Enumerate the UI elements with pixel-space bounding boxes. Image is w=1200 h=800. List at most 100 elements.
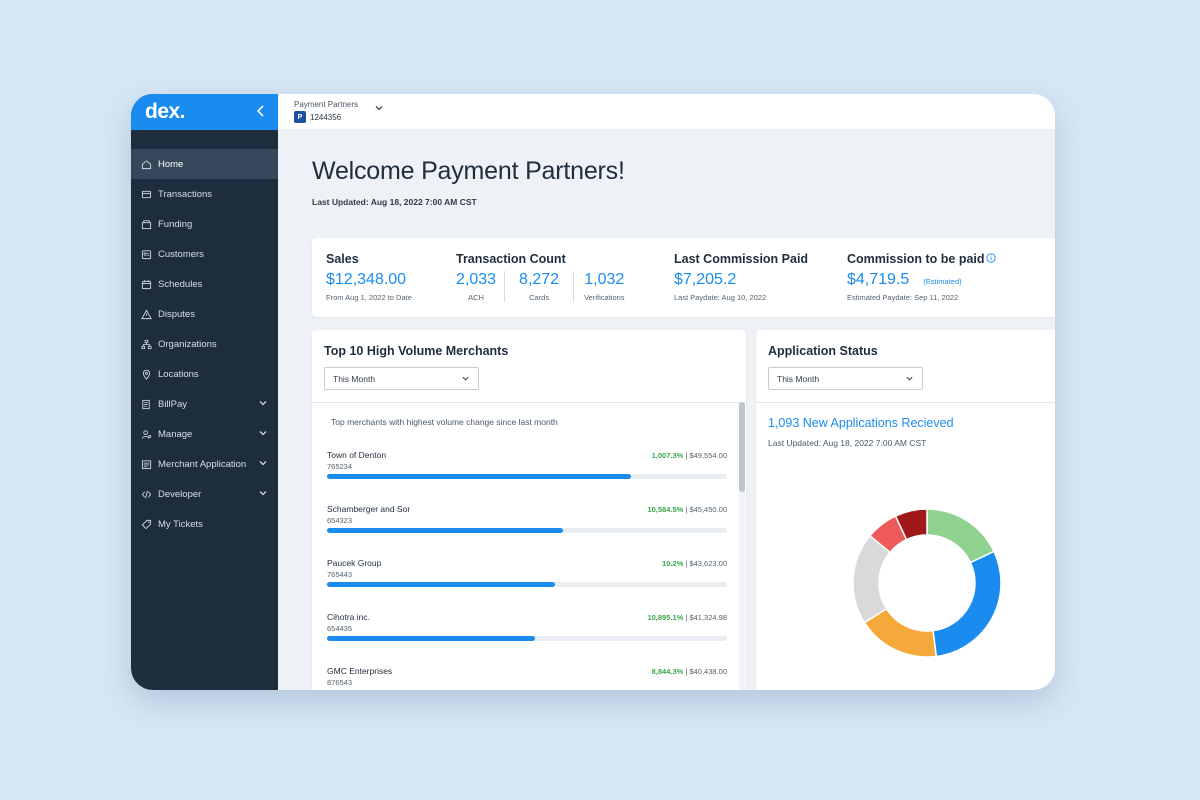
sales-value: $12,348.00 — [326, 271, 407, 288]
merchant-name: Schamberger and Sor — [327, 504, 411, 514]
chevron-down-icon[interactable] — [374, 100, 384, 118]
merchant-row[interactable]: Cihotra inc. 654435 10,895.1% | $41,324.98 — [327, 612, 727, 666]
last-commission-value: $7,205.2 — [674, 271, 737, 288]
sidebar: dex. Home Transactions Funding Customers Sch… — [131, 94, 278, 690]
chevron-down-icon — [258, 398, 268, 411]
chevron-down-icon — [258, 428, 268, 441]
ach-count-value: 2,033 — [456, 271, 497, 288]
cards-count-value: 8,272 — [519, 271, 560, 288]
sales-stat: Sales $12,348.00 From Aug 1, 2022 to Dat… — [326, 252, 412, 302]
merchant-metric: 10,584.5% | $45,450.00 — [647, 505, 727, 514]
new-applications-headline[interactable]: 1,093 New Applications Recieved — [768, 416, 954, 430]
sidebar-item-transactions[interactable]: Transactions — [131, 179, 278, 209]
sidebar-item-disputes[interactable]: Disputes — [131, 299, 278, 329]
sidebar-item-customers[interactable]: Customers — [131, 239, 278, 269]
merchant-name: Town of Denton — [327, 450, 387, 460]
metric-separator: | — [683, 667, 690, 676]
merchant-name: GMC Enterprises — [327, 666, 393, 676]
estimated-label: (Estimated) — [923, 277, 962, 286]
merchant-id: 654435 — [327, 624, 353, 633]
sidebar-item-merchant-application[interactable]: Merchant Application — [131, 449, 278, 479]
merchant-volume-change: 10,895.1% — [647, 613, 684, 622]
sidebar-item-billpay[interactable]: BillPay — [131, 389, 278, 419]
merchant-row[interactable]: Town of Denton 765234 1,007.3% | $49,554.0… — [327, 450, 727, 504]
sidebar-item-developer[interactable]: Developer — [131, 479, 278, 509]
merchant-volume-change: 1,007.3% — [651, 451, 684, 460]
merchant-amount: $49,554.00 — [689, 451, 727, 460]
commission-to-pay-subtext: Estimated Paydate: Sep 11, 2022 — [847, 293, 959, 302]
metric-separator: | — [683, 559, 690, 568]
sidebar-item-organizations[interactable]: Organizations — [131, 329, 278, 359]
ach-count: 2,033 ACH — [456, 271, 506, 302]
merchant-row[interactable]: GMC Enterprises 876543 8,844.3% | $40,438.… — [327, 666, 727, 690]
scroll-thumb[interactable] — [739, 402, 745, 492]
transactions-icon — [140, 188, 152, 200]
organization-switcher[interactable]: Payment Partners P 1244356 — [294, 100, 384, 123]
donut-segment[interactable] — [852, 534, 892, 624]
ach-count-label: ACH — [468, 293, 484, 302]
sidebar-item-label: Funding — [158, 218, 193, 230]
verifications-count-label: Verifications — [584, 293, 625, 302]
divider — [312, 402, 746, 403]
sidebar-item-my-tickets[interactable]: My Tickets — [131, 509, 278, 539]
merchants-subtitle: Top merchants with highest volume change… — [331, 417, 558, 427]
sidebar-item-label: BillPay — [158, 398, 188, 410]
merchant-progress-fill — [327, 528, 563, 533]
merchant-amount: $45,450.00 — [689, 505, 727, 514]
chevron-down-icon — [258, 488, 268, 501]
location-pin-icon — [140, 368, 152, 380]
donut-segment[interactable] — [932, 550, 1002, 658]
info-icon[interactable] — [986, 250, 996, 268]
merchant-progress-track — [327, 582, 727, 587]
sidebar-item-label: My Tickets — [158, 518, 203, 530]
merchant-name: Cihotra inc. — [327, 612, 370, 622]
home-icon — [140, 158, 152, 170]
merchant-list: Town of Denton 765234 1,007.3% | $49,554.0… — [327, 450, 727, 690]
verifications-count-value: 1,032 — [584, 271, 625, 288]
dashboard-content: Welcome Payment Partners! Last Updated: … — [278, 129, 1055, 690]
chevron-left-icon[interactable] — [256, 104, 266, 120]
manage-users-icon — [140, 428, 152, 440]
billpay-icon — [140, 398, 152, 410]
chevron-down-icon — [258, 458, 268, 471]
sidebar-item-label: Disputes — [158, 308, 195, 320]
commission-to-pay-value-row: $4,719.5 (Estimated) — [847, 271, 985, 289]
sidebar-item-schedules[interactable]: Schedules — [131, 269, 278, 299]
organization-badge: P — [294, 111, 306, 123]
transaction-count-title: Transaction Count — [456, 252, 566, 266]
organization-name: Payment Partners — [294, 100, 359, 109]
merchant-name: Paucek Group — [327, 558, 382, 568]
sidebar-item-home[interactable]: Home — [131, 149, 278, 179]
merchants-period-select[interactable]: This Month — [324, 367, 479, 390]
merchant-metric: 1,007.3% | $49,554.00 — [652, 451, 727, 460]
cards-count-label: Cards — [529, 293, 550, 302]
last-commission-stat: Last Commission Paid $7,205.2 Last Payda… — [674, 252, 808, 302]
merchant-row[interactable]: Paucek Group 765443 10.2% | $43,623.00 — [327, 558, 727, 612]
brand-bar: dex. — [131, 94, 278, 130]
commission-to-pay-stat: Commission to be paid $4,719.5 (Estimated… — [847, 252, 985, 302]
organization-id: 1244356 — [310, 112, 342, 122]
dex-logo[interactable]: dex. — [145, 100, 186, 123]
application-status-donut-chart — [852, 508, 1002, 658]
sidebar-item-label: Merchant Application — [158, 458, 247, 470]
merchant-progress-track — [327, 636, 727, 641]
sidebar-item-locations[interactable]: Locations — [131, 359, 278, 389]
merchant-progress-fill — [327, 582, 555, 587]
merchant-list-scrollbar[interactable] — [739, 402, 745, 690]
divider — [756, 402, 1055, 403]
merchants-period-value: This Month — [333, 373, 376, 384]
merchant-id: 654323 — [327, 516, 353, 525]
sidebar-item-manage[interactable]: Manage — [131, 419, 278, 449]
sidebar-item-funding[interactable]: Funding — [131, 209, 278, 239]
merchant-volume-change: 10,584.5% — [647, 505, 684, 514]
merchant-metric: 10.2% | $43,623.00 — [662, 559, 727, 568]
metric-separator: | — [683, 505, 690, 514]
merchant-volume-change: 10.2% — [662, 559, 684, 568]
merchant-row[interactable]: Schamberger and Sor 654323 10,584.5% | $45… — [327, 504, 727, 558]
donut-segment[interactable] — [926, 508, 995, 564]
merchant-metric: 8,844.3% | $40,438.00 — [652, 667, 727, 676]
donut-segment[interactable] — [894, 508, 928, 541]
status-period-select[interactable]: This Month — [768, 367, 923, 390]
merchant-metric: 10,895.1% | $41,324.98 — [647, 613, 727, 622]
application-status-panel: Application Status This Month 1,093 New … — [756, 330, 1055, 690]
